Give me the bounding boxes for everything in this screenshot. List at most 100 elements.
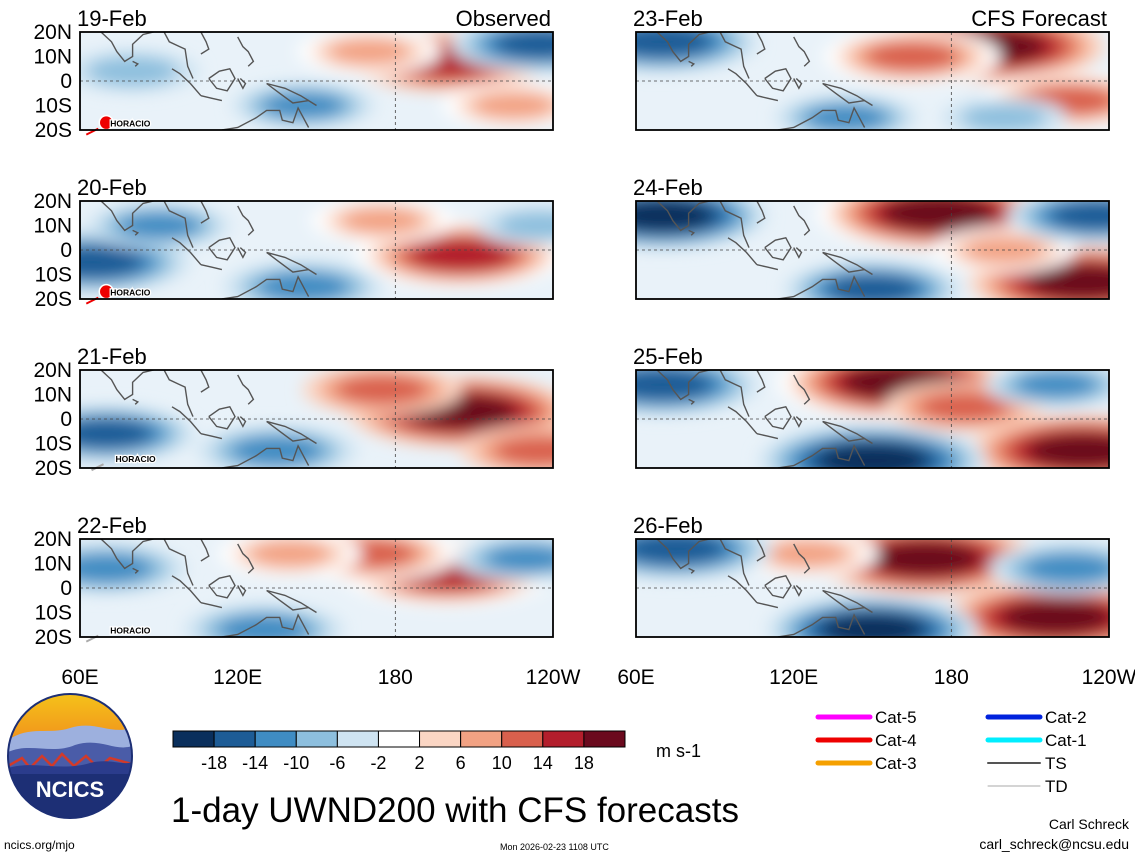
coastline-10 [688,60,696,67]
lat-tick-label: 10N [33,384,72,407]
storm-label: HORACIO [110,626,151,636]
coastline-8 [221,444,310,468]
easterly-anomaly-5-level-3 [494,32,553,59]
colorbar-units: m s-1 [656,741,701,761]
coastline-0 [100,370,154,401]
column-header: CFS Forecast [971,6,1107,31]
panel-23-feb: 23-Feb CFS Forecast [633,6,1110,131]
coastline-8 [221,275,310,299]
coastline-7 [266,251,317,276]
panel-24-feb: 24-Feb [633,175,1110,300]
coastline-0 [656,201,710,232]
coastline-10 [132,229,140,236]
panel-25-feb: 25-Feb [633,344,1110,469]
coastline-6 [237,36,255,67]
coastline-9 [756,539,766,562]
author-email[interactable]: carl_schreck@ncsu.edu [979,836,1129,852]
coastline-3 [200,602,223,609]
lat-tick-label: 0 [60,239,72,262]
coastline-0 [100,201,154,232]
panel-frame [79,369,554,469]
colorbar-label: -10 [283,753,309,773]
coastline-4 [208,236,236,261]
coastline-6 [793,374,811,405]
coastlines [656,539,873,637]
colorbar-swatch-3 [295,730,338,748]
lat-tick-label: 20N [33,359,72,382]
colorbar-swatch-4 [336,730,379,748]
colorbar-label: 18 [574,753,594,773]
easterly-anomaly-2-level-3 [80,246,143,279]
lat-tick-label: 0 [60,70,72,93]
panel-frame [79,538,554,638]
coastline-6 [793,36,811,67]
coastline-4 [764,405,792,430]
coastline-3 [756,602,779,609]
coastlines [656,370,873,468]
legend-label: Cat-2 [1045,708,1087,727]
easterly-anomaly-4-level-3 [827,274,918,299]
colorbar-label: -18 [201,753,227,773]
easterly-anomaly-5-level-1 [960,103,1047,130]
panel-21-feb: HORACIO 21-Feb [77,344,554,472]
lat-tick-label: 10S [35,433,72,456]
easterly-anomaly-3-level-2 [118,212,200,239]
coastline-10 [688,567,696,574]
coastline-3 [200,433,223,440]
legend-label: TD [1045,777,1068,796]
legend-label: Cat-1 [1045,731,1087,750]
coastline-8 [221,106,310,130]
coastline-0 [100,539,154,570]
westerly-anomaly-1-level-4 [1001,600,1109,635]
legend-label: Cat-4 [875,731,917,750]
coastline-8 [777,613,866,637]
coastline-7 [822,82,873,107]
easterly-anomaly-5-level-3 [1050,201,1109,231]
coastline-7 [822,251,873,276]
coastline-1 [163,539,194,586]
colorbar-swatch-6 [419,730,462,748]
coastline-6 [237,205,255,236]
panel-20-feb: HORACIO 20-Feb [77,175,554,305]
westerly-anomaly-0-level-5 [882,201,995,231]
panel-22-feb: HORACIO 22-Feb [77,513,554,643]
coastline-2 [171,237,202,266]
coastline-2 [727,575,758,604]
coastline-2 [171,575,202,604]
coastlines [100,370,317,468]
coastline-10 [132,567,140,574]
lat-tick-label: 20S [35,457,72,480]
colorbar-label: 2 [415,753,425,773]
panel-26-feb: 26-Feb [633,513,1110,638]
coastline-2 [171,68,202,97]
coastline-9 [756,370,766,393]
storm-label: HORACIO [116,454,157,464]
easterly-anomaly-4-level-2 [231,436,323,466]
lat-tick-label: 20S [35,288,72,311]
coastline-9 [756,201,766,224]
colorbar-swatch-8 [501,730,544,748]
coastline-3 [756,95,779,102]
coastline-9 [756,32,766,55]
coastline-4 [764,67,792,92]
easterly-anomaly-5-level-2 [1015,371,1098,398]
storm-label: HORACIO [110,119,151,129]
lon-tick-label: 120W [1082,666,1135,689]
colorbar-swatch-7 [460,730,503,748]
coastline-1 [163,32,194,79]
site-link[interactable]: ncics.org/mjo [4,838,75,852]
coastline-0 [656,370,710,401]
coastline-7 [266,589,317,614]
colorbar-swatch-0 [172,730,215,748]
legend-label: Cat-3 [875,754,917,773]
coastline-8 [777,444,866,468]
westerly-anomaly-2-level-2 [472,92,553,119]
coastline-8 [777,275,866,299]
legend-label: TS [1045,754,1067,773]
colorbar-swatch-5 [377,730,421,748]
lon-tick-label: 120E [213,666,262,689]
coastline-3 [200,95,223,102]
coastline-8 [221,613,310,637]
westerly-anomaly-2-level-2 [249,540,332,567]
